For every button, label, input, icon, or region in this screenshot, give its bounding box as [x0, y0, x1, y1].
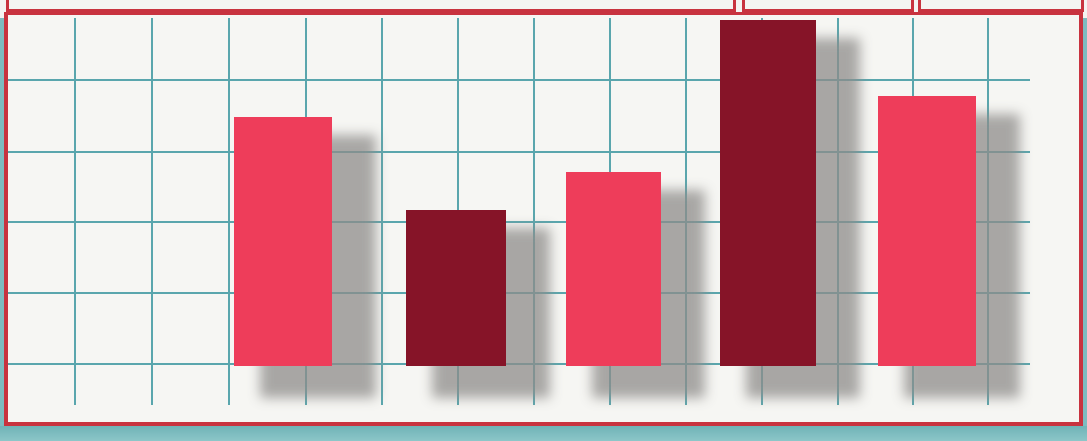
bar-1: [234, 117, 332, 366]
top-tab-frame-right: [918, 0, 1084, 12]
top-tab-frame-middle: [742, 0, 914, 12]
top-tab-frame-left: [6, 0, 736, 12]
bars: [234, 20, 976, 366]
bar-2: [406, 210, 506, 366]
bottom-teal-band: [0, 426, 1087, 441]
bar-3: [566, 172, 661, 366]
bar-5: [878, 96, 976, 366]
bar-4: [720, 20, 816, 366]
